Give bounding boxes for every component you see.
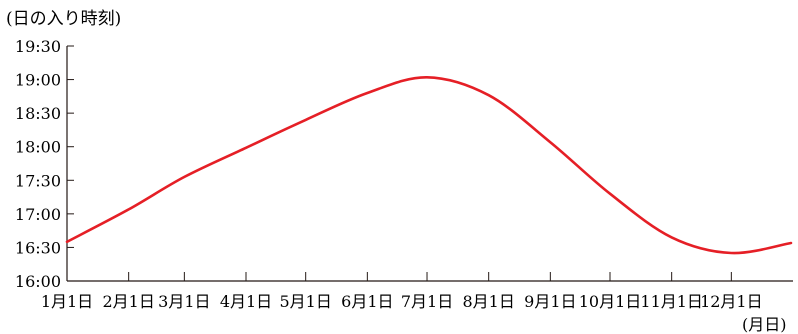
y-axis-label: (日の入り時刻) <box>6 9 121 29</box>
x-tick-label-3: 4月1日 <box>220 292 272 311</box>
x-axis-ticks: 1月1日 2月1日 3月1日 4月1日 5月1日 6月1日 7月1日 8月1日 9月1日 10月1… <box>41 272 763 311</box>
y-tick-label-1: 19:00 <box>15 71 61 90</box>
x-tick-label-4: 5月1日 <box>279 292 331 311</box>
axes <box>66 46 793 282</box>
x-axis-unit-label: (月日) <box>742 315 787 334</box>
x-tick-label-5: 6月1日 <box>341 292 393 311</box>
y-axis-ticks: 19:30 19:00 18:30 18:00 17:30 17:00 16:30 16:00 <box>15 37 74 291</box>
x-tick-label-8: 9月1日 <box>524 292 576 311</box>
x-tick-label-0: 1月1日 <box>41 292 93 311</box>
x-tick-label-2: 3月1日 <box>158 292 210 311</box>
y-tick-label-7: 16:00 <box>15 272 61 291</box>
y-tick-label-4: 17:30 <box>15 171 61 190</box>
y-tick-label-5: 17:00 <box>15 205 61 224</box>
x-tick-label-9: 10月1日 <box>579 292 642 311</box>
x-tick-label-7: 8月1日 <box>462 292 514 311</box>
y-tick-label-0: 19:30 <box>15 37 61 56</box>
y-tick-label-2: 18:30 <box>15 104 61 123</box>
x-tick-label-6: 7月1日 <box>401 292 453 311</box>
series-group <box>65 75 793 255</box>
sunset-time-line-0 <box>65 75 793 255</box>
x-tick-label-1: 2月1日 <box>102 292 154 311</box>
x-tick-label-10: 11月1日 <box>640 292 703 311</box>
x-tick-label-11: 12月1日 <box>700 292 763 311</box>
y-tick-label-6: 16:30 <box>15 238 61 257</box>
y-tick-label-3: 18:00 <box>15 138 61 157</box>
